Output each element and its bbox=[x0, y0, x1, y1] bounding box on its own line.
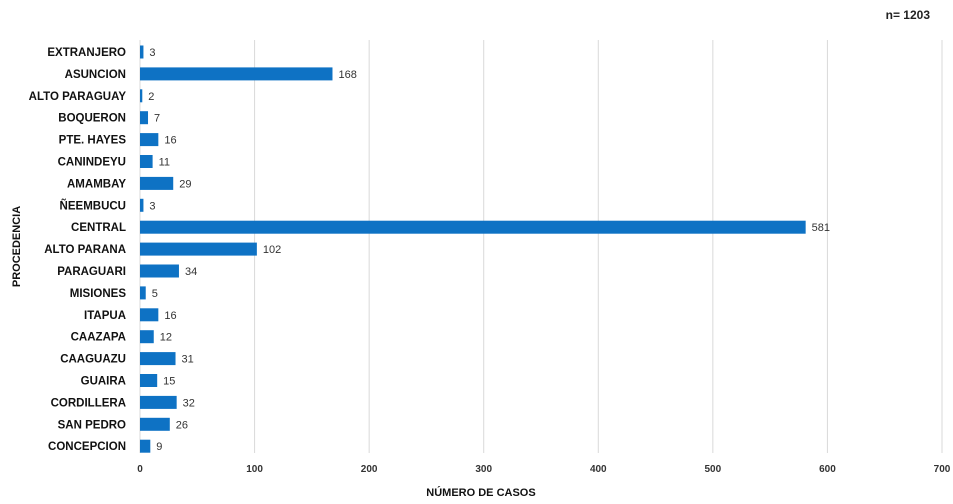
x-axis-title: NÚMERO DE CASOS bbox=[426, 486, 535, 499]
sample-size-note: n= 1203 bbox=[885, 8, 930, 22]
value-label: 102 bbox=[263, 244, 281, 256]
category-label: ALTO PARANA bbox=[44, 244, 126, 256]
category-label: ÑEEMBUCU bbox=[60, 199, 126, 212]
bar bbox=[140, 417, 170, 431]
bar bbox=[140, 286, 146, 300]
bar bbox=[140, 176, 174, 190]
category-label: CAAZAPA bbox=[71, 332, 126, 344]
x-tick-label: 500 bbox=[705, 464, 722, 475]
x-tick-label: 0 bbox=[137, 464, 143, 475]
value-labels: 3 168 27 16 11 29 3 581 102 34 5 16 12 31 15 32 26 9 bbox=[148, 47, 830, 453]
category-label: SAN PEDRO bbox=[58, 419, 126, 431]
grid-lines bbox=[139, 40, 943, 453]
category-label: CENTRAL bbox=[71, 222, 126, 234]
x-tick-label: 200 bbox=[361, 464, 378, 475]
value-label: 29 bbox=[179, 178, 191, 190]
bar bbox=[140, 133, 159, 147]
category-label: PARAGUARI bbox=[57, 266, 126, 278]
value-label: 16 bbox=[164, 310, 176, 322]
bar bbox=[140, 264, 179, 278]
value-label: 15 bbox=[163, 376, 175, 388]
x-tick-label: 700 bbox=[934, 464, 951, 475]
value-label: 2 bbox=[148, 91, 154, 103]
value-label: 9 bbox=[156, 441, 162, 453]
bar bbox=[140, 439, 151, 453]
bar bbox=[140, 220, 806, 234]
category-label: CORDILLERA bbox=[51, 397, 126, 409]
category-label: ITAPUA bbox=[84, 310, 126, 322]
value-label: 16 bbox=[164, 135, 176, 147]
category-label: ALTO PARAGUAY bbox=[29, 91, 127, 103]
value-label: 5 bbox=[152, 288, 158, 300]
value-label: 168 bbox=[338, 69, 356, 81]
bar bbox=[140, 111, 149, 125]
category-label: CAAGUAZU bbox=[60, 354, 126, 366]
value-label: 31 bbox=[182, 354, 194, 366]
category-label: BOQUERON bbox=[58, 113, 126, 125]
value-label: 34 bbox=[185, 266, 197, 278]
value-label: 3 bbox=[149, 47, 155, 59]
bar bbox=[140, 374, 158, 387]
value-label: 3 bbox=[149, 200, 155, 212]
category-label: GUAIRA bbox=[81, 376, 126, 388]
category-label: AMAMBAY bbox=[67, 178, 126, 190]
value-label: 26 bbox=[176, 419, 188, 431]
x-tick-label: 600 bbox=[819, 464, 836, 475]
bar bbox=[140, 330, 154, 344]
x-tick-label: 300 bbox=[475, 464, 492, 475]
bar bbox=[140, 198, 144, 212]
category-label: CONCEPCION bbox=[48, 441, 126, 453]
y-axis-title: PROCEDENCIA bbox=[11, 206, 23, 287]
category-label: EXTRANJERO bbox=[47, 47, 126, 59]
value-label: 581 bbox=[812, 222, 830, 234]
category-label: PTE. HAYES bbox=[59, 135, 127, 147]
value-label: 32 bbox=[183, 397, 195, 409]
bar bbox=[140, 395, 177, 409]
bar bbox=[140, 45, 144, 59]
bar bbox=[140, 352, 176, 366]
category-label: ASUNCION bbox=[65, 69, 126, 81]
bar bbox=[140, 89, 143, 103]
value-label: 7 bbox=[154, 113, 160, 125]
bar bbox=[140, 67, 333, 81]
value-label: 12 bbox=[160, 332, 172, 344]
bar bbox=[140, 308, 159, 322]
x-tick-label: 100 bbox=[246, 464, 263, 475]
x-tick-labels: 0 100 200 300 400 500 600 700 bbox=[137, 464, 951, 475]
category-labels: EXTRANJERO ASUNCION ALTO PARAGUAY BOQUERON P… bbox=[29, 47, 127, 453]
category-label: CANINDEYU bbox=[58, 157, 126, 169]
value-label: 11 bbox=[159, 157, 170, 169]
x-tick-label: 400 bbox=[590, 464, 607, 475]
bar bbox=[140, 155, 153, 168]
category-label: MISIONES bbox=[70, 288, 127, 300]
bar bbox=[140, 242, 257, 256]
bars bbox=[140, 45, 806, 453]
